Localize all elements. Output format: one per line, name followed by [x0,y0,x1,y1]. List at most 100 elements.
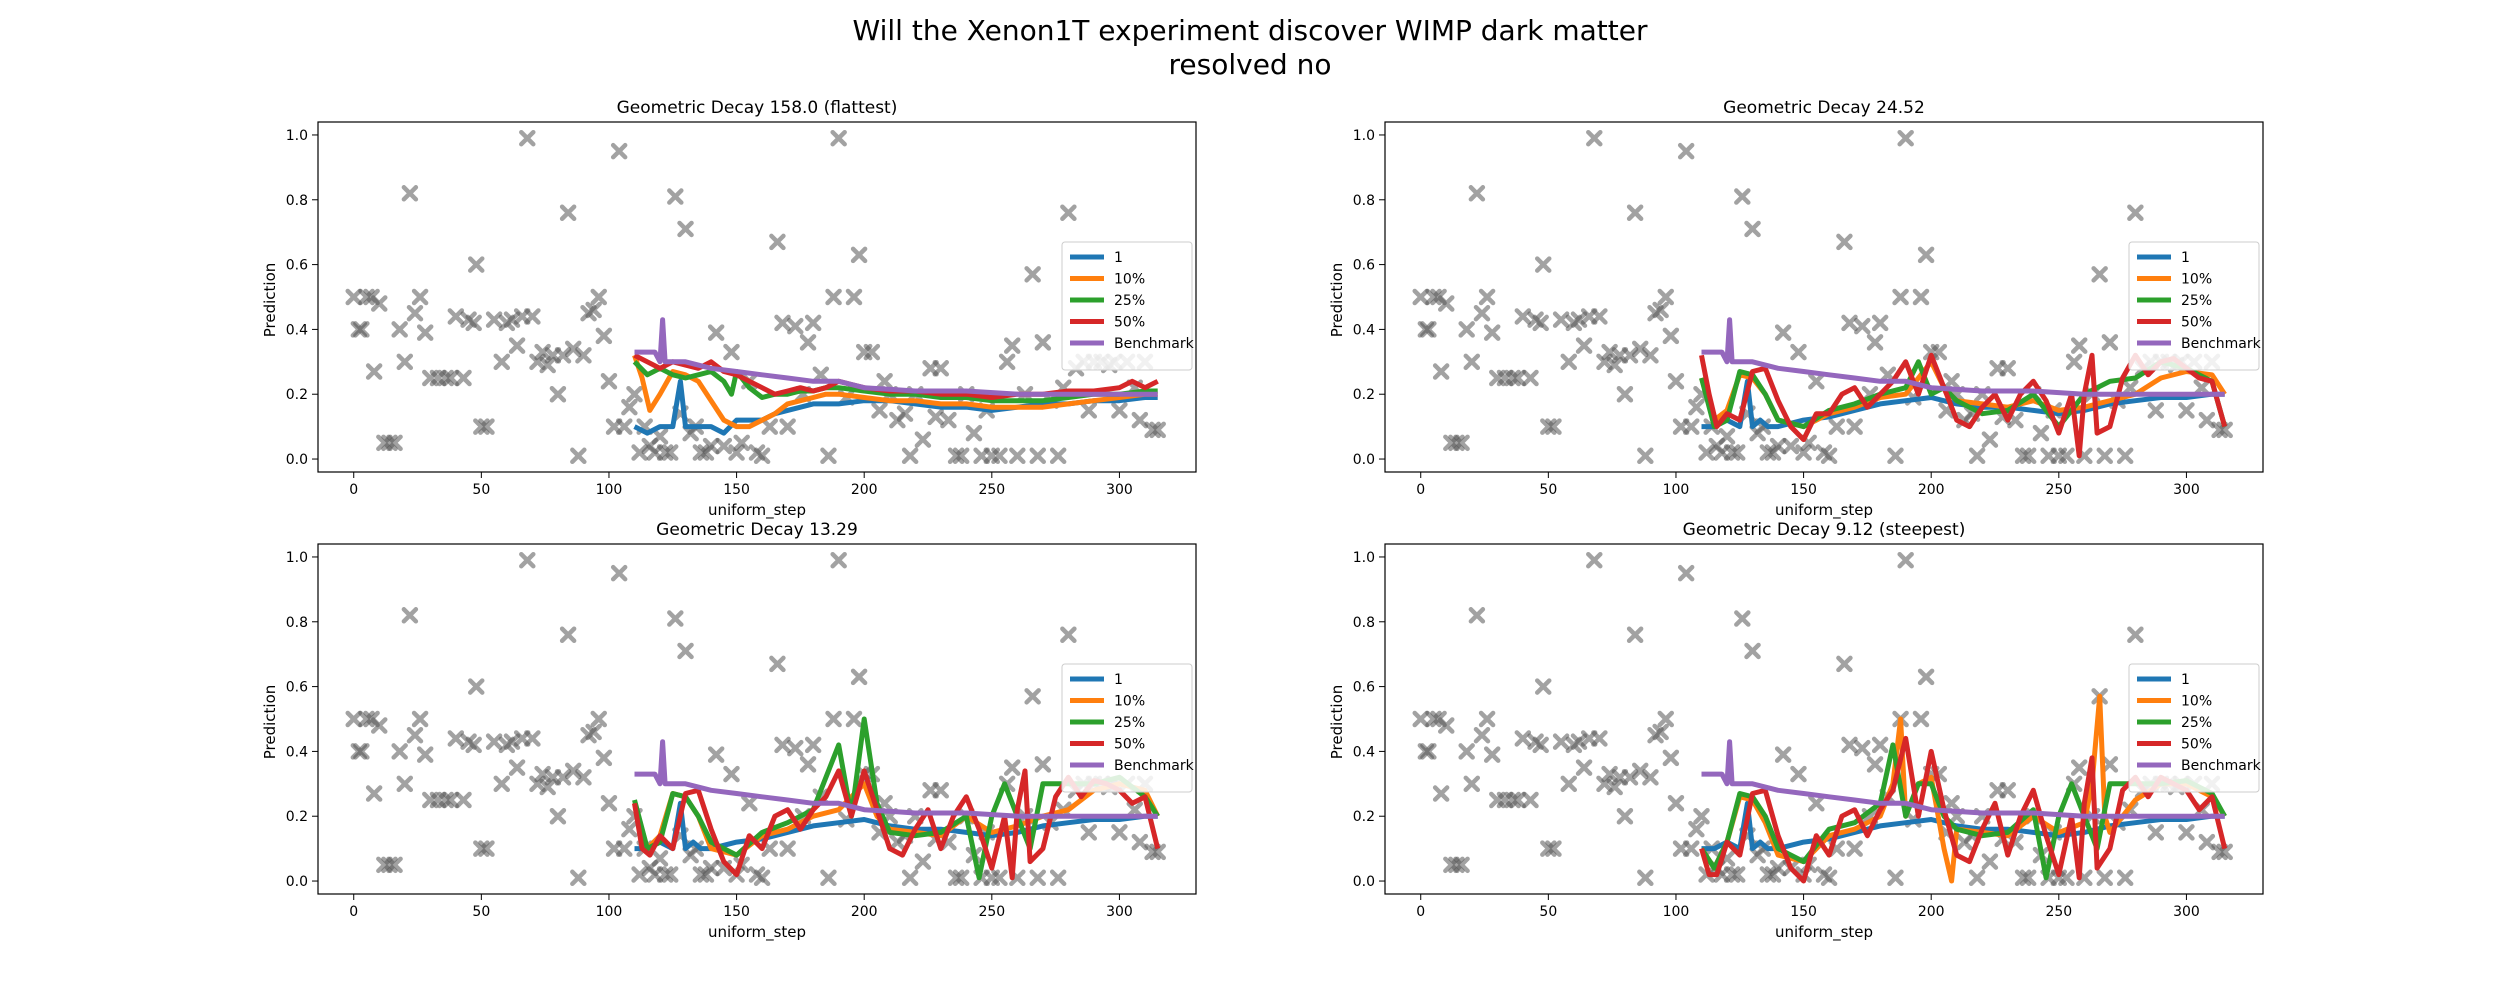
y-tick-label: 0.8 [286,615,308,631]
forecast-point [651,428,669,445]
forecast-point [1652,723,1669,741]
forecast-point [707,324,725,341]
forecast-point [667,188,684,205]
forecast-point [707,746,725,763]
forecast-point [575,769,592,786]
forecast-point [1458,743,1475,760]
forecast-point [845,710,863,728]
plot-frame [317,121,1197,473]
forecast-point [1631,340,1649,358]
legend-label: 10% [2181,694,2212,710]
subplot-3-svg: Geometric Decay 13.29 uniform_step Predi… [261,520,1197,942]
y-axis-label: Prediction [261,263,279,338]
legend-label: 50% [2181,737,2212,753]
forecast-point [1463,353,1481,371]
forecast-point [559,204,577,221]
forecast-point [991,869,1008,887]
forecast-point [1943,795,1960,812]
forecast-point [741,795,758,812]
forecast-point [779,418,796,435]
forecast-point [702,437,720,455]
legend-label: 1 [2181,250,2190,266]
y-tick-label: 0.0 [1353,874,1375,890]
y-axis-label: Prediction [1328,263,1346,338]
legend: 1 10% 25% 50% Benchmark [2128,663,2262,793]
forecast-point [1029,869,1047,887]
forecast-point [753,869,771,887]
forecast-point [1149,421,1166,439]
forecast-point [1637,447,1654,465]
forecast-point [524,308,541,325]
forecast-point [485,733,503,750]
forecast-point [723,343,740,361]
x-tick-label: 150 [1790,482,1817,498]
forecast-point [1897,551,1914,569]
x-axis-label: uniform_step [708,501,806,520]
forecast-point [1846,840,1863,857]
subplot-decay-13: Geometric Decay 13.29 uniform_step Predi… [0,512,1250,952]
forecast-point [549,807,567,825]
forecast-point [667,610,684,627]
forecast-point [1683,418,1700,435]
forecast-point [753,447,771,465]
forecast-point [1808,373,1825,390]
x-tick-label: 100 [1663,482,1690,498]
forecast-point [1575,759,1593,776]
forecast-point [1514,308,1532,325]
forecast-point [1024,688,1041,705]
forecast-point [820,447,837,465]
forecast-point [1034,334,1052,351]
forecast-point [2058,869,2075,887]
y-tick-label: 0.2 [1353,809,1375,825]
forecast-point [896,405,914,422]
forecast-point [1728,444,1746,461]
legend-label: Benchmark [1114,758,1195,774]
y-tick-label: 0.0 [1353,452,1375,468]
forecast-point [2019,447,2037,465]
forecast-point [1769,437,1787,455]
legend-label: Benchmark [2181,758,2262,774]
forecast-point [2216,421,2233,439]
legend-label: 25% [1114,293,1145,309]
forecast-point [391,321,408,338]
forecast-point [1626,204,1644,221]
forecast-point [927,408,944,426]
forecast-point [626,385,643,403]
forecast-point [952,869,970,887]
series-line-0 [1701,378,2225,430]
subplot-flattest: Geometric Decay 158.0 (flattest) uniform… [0,90,1250,530]
legend-label: 1 [1114,250,1123,266]
forecast-point [1854,739,1871,757]
forecast-point [1774,746,1792,763]
forecast-point [1468,607,1486,624]
forecast-point [1420,321,1437,338]
forecast-point [610,564,628,582]
forecast-point [585,723,602,741]
x-tick-label: 50 [472,482,490,498]
forecast-point [1453,434,1470,452]
forecast-point [723,765,740,783]
forecast-point [1111,402,1128,419]
forecast-point [1003,759,1021,776]
forecast-point [1912,288,1930,306]
series-line-4 [634,317,1158,397]
forecast-point [1930,343,1948,361]
forecast-point [1728,866,1746,883]
x-tick-label: 150 [1790,904,1817,920]
forecast-point [1652,301,1669,319]
forecast-point [1820,447,1838,465]
forecast-point [465,314,482,332]
forecast-point [1473,726,1491,744]
legend-box [2128,241,2260,371]
forecast-point [455,791,472,809]
forecast-point [876,373,893,390]
forecast-point [1438,717,1455,734]
forecast-point [2019,869,2037,887]
subplot-decay-24: Geometric Decay 24.52 uniform_step Predi… [1250,90,2500,530]
forecast-point [1003,337,1021,354]
forecast-point [1024,266,1041,283]
series-line-4 [634,739,1158,819]
legend-box [2128,663,2260,793]
x-tick-label: 200 [1918,904,1945,920]
forecast-point [2058,447,2075,465]
